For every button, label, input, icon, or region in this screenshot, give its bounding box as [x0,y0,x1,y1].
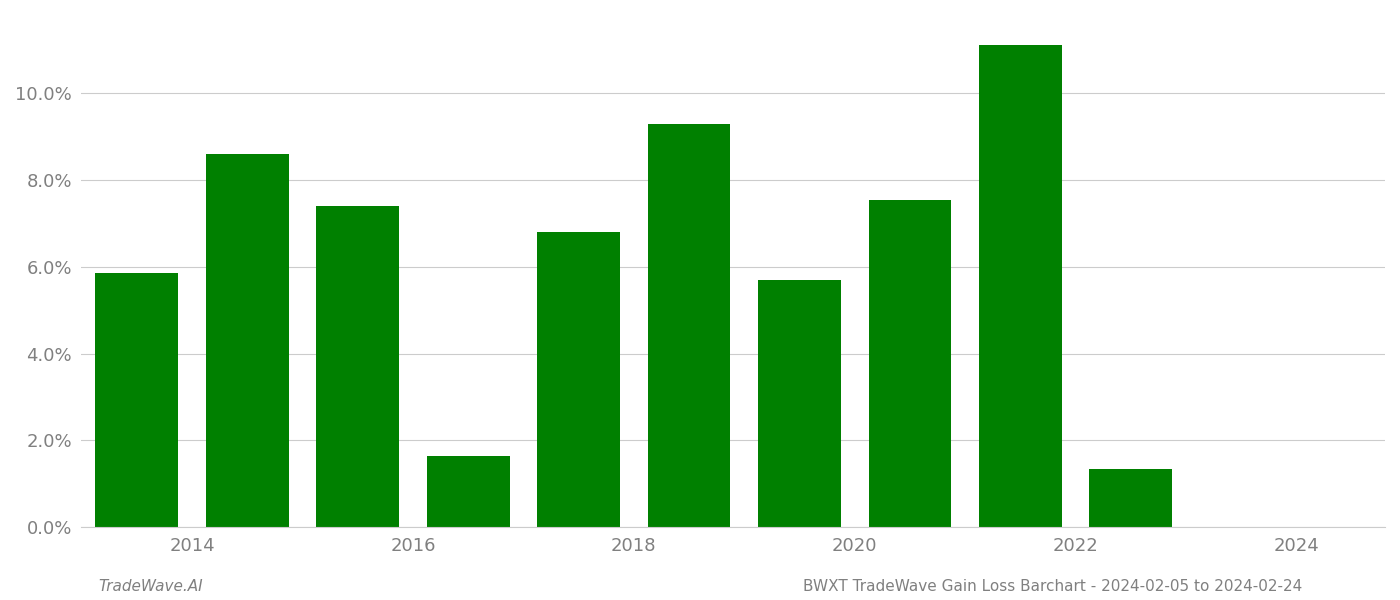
Bar [979,46,1061,527]
Text: BWXT TradeWave Gain Loss Barchart - 2024-02-05 to 2024-02-24: BWXT TradeWave Gain Loss Barchart - 2024… [802,579,1302,594]
Bar [538,232,620,527]
Text: TradeWave.AI: TradeWave.AI [98,579,203,594]
Bar [757,280,841,527]
Bar [868,200,952,527]
Bar [1089,469,1172,527]
Bar [316,206,399,527]
Bar [95,274,178,527]
Bar [648,124,731,527]
Bar [206,154,288,527]
Bar [427,455,510,527]
